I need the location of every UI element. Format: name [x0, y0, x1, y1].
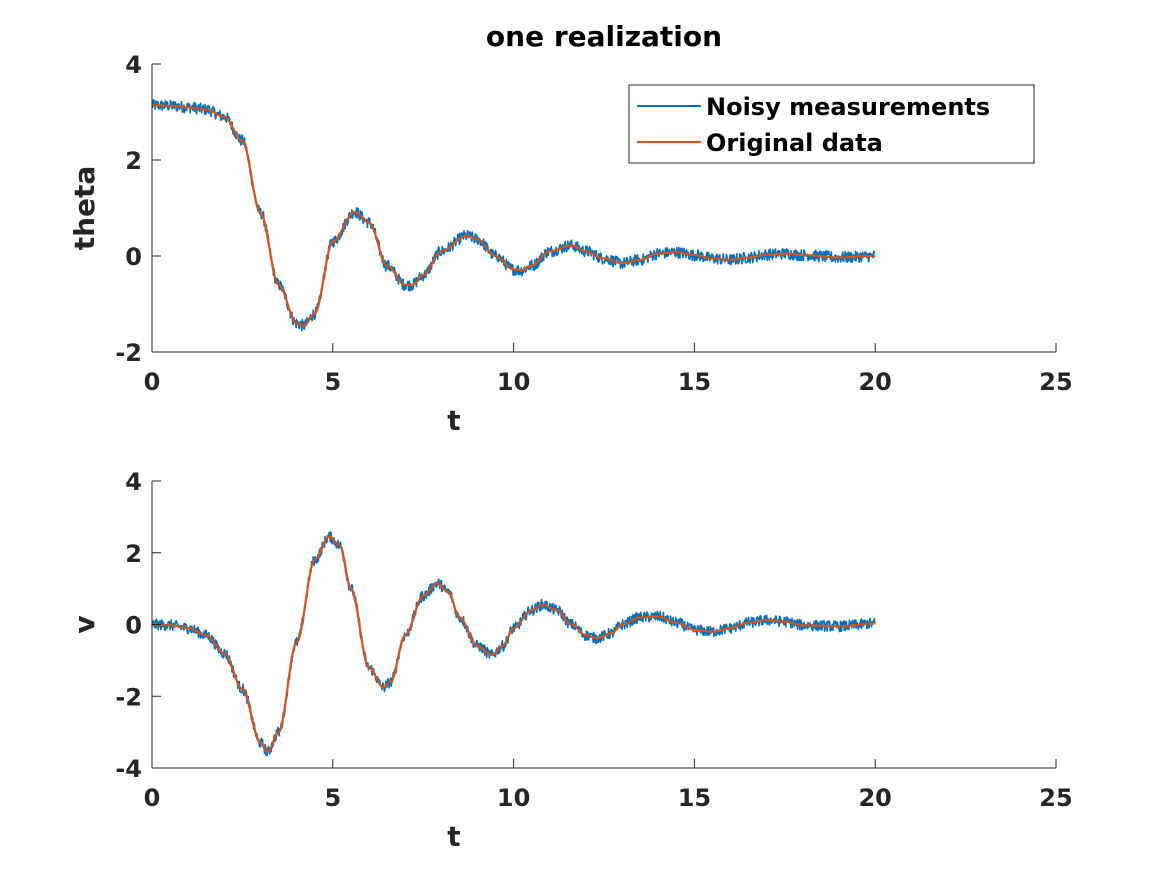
- v-plot-area: [151, 531, 876, 757]
- v-ticks: 0 5 10 15 20 25 -4 -2 0 2 4: [115, 468, 1072, 812]
- x-tick-label: 0: [144, 784, 161, 812]
- x-tick-label: 20: [858, 784, 891, 812]
- y-tick-label: 4: [125, 51, 142, 79]
- x-tick-label: 10: [497, 368, 530, 396]
- x-tick-label: 0: [144, 368, 161, 396]
- y-tick-label: -2: [115, 339, 142, 367]
- x-tick-label: 15: [678, 368, 711, 396]
- y-tick-label: 0: [125, 243, 142, 271]
- x-tick-label: 15: [678, 784, 711, 812]
- y-tick-label: 4: [125, 468, 142, 496]
- y-tick-label: -2: [115, 683, 142, 711]
- y-tick-label: 2: [125, 540, 142, 568]
- x-tick-label: 5: [324, 368, 341, 396]
- x-tick-label: 10: [497, 784, 530, 812]
- v-axes: 0 5 10 15 20 25 -4 -2 0 2 4 t v: [68, 468, 1073, 853]
- theta-plot-area: [151, 98, 876, 332]
- y-tick-label: 0: [125, 612, 142, 640]
- x-tick-label: 25: [1039, 368, 1072, 396]
- theta-x-axis-label: t: [447, 404, 460, 437]
- v-y-axis-label: v: [68, 615, 101, 633]
- x-tick-label: 5: [324, 784, 341, 812]
- legend-label-original: Original data: [706, 129, 883, 157]
- x-tick-label: 25: [1039, 784, 1072, 812]
- series-line-original-data: [152, 535, 876, 754]
- y-tick-label: -4: [115, 755, 142, 783]
- chart-title: one realization: [486, 20, 722, 53]
- legend-label-noisy: Noisy measurements: [706, 93, 990, 121]
- y-tick-label: 2: [125, 147, 142, 175]
- legend-box: [628, 84, 1035, 164]
- x-tick-label: 20: [858, 368, 891, 396]
- series-line-original-data: [152, 104, 876, 327]
- legend: Noisy measurements Original data: [628, 84, 1035, 164]
- theta-y-axis-label: theta: [68, 166, 101, 251]
- v-x-axis-label: t: [447, 820, 460, 853]
- theta-axes-frame: [151, 64, 1056, 353]
